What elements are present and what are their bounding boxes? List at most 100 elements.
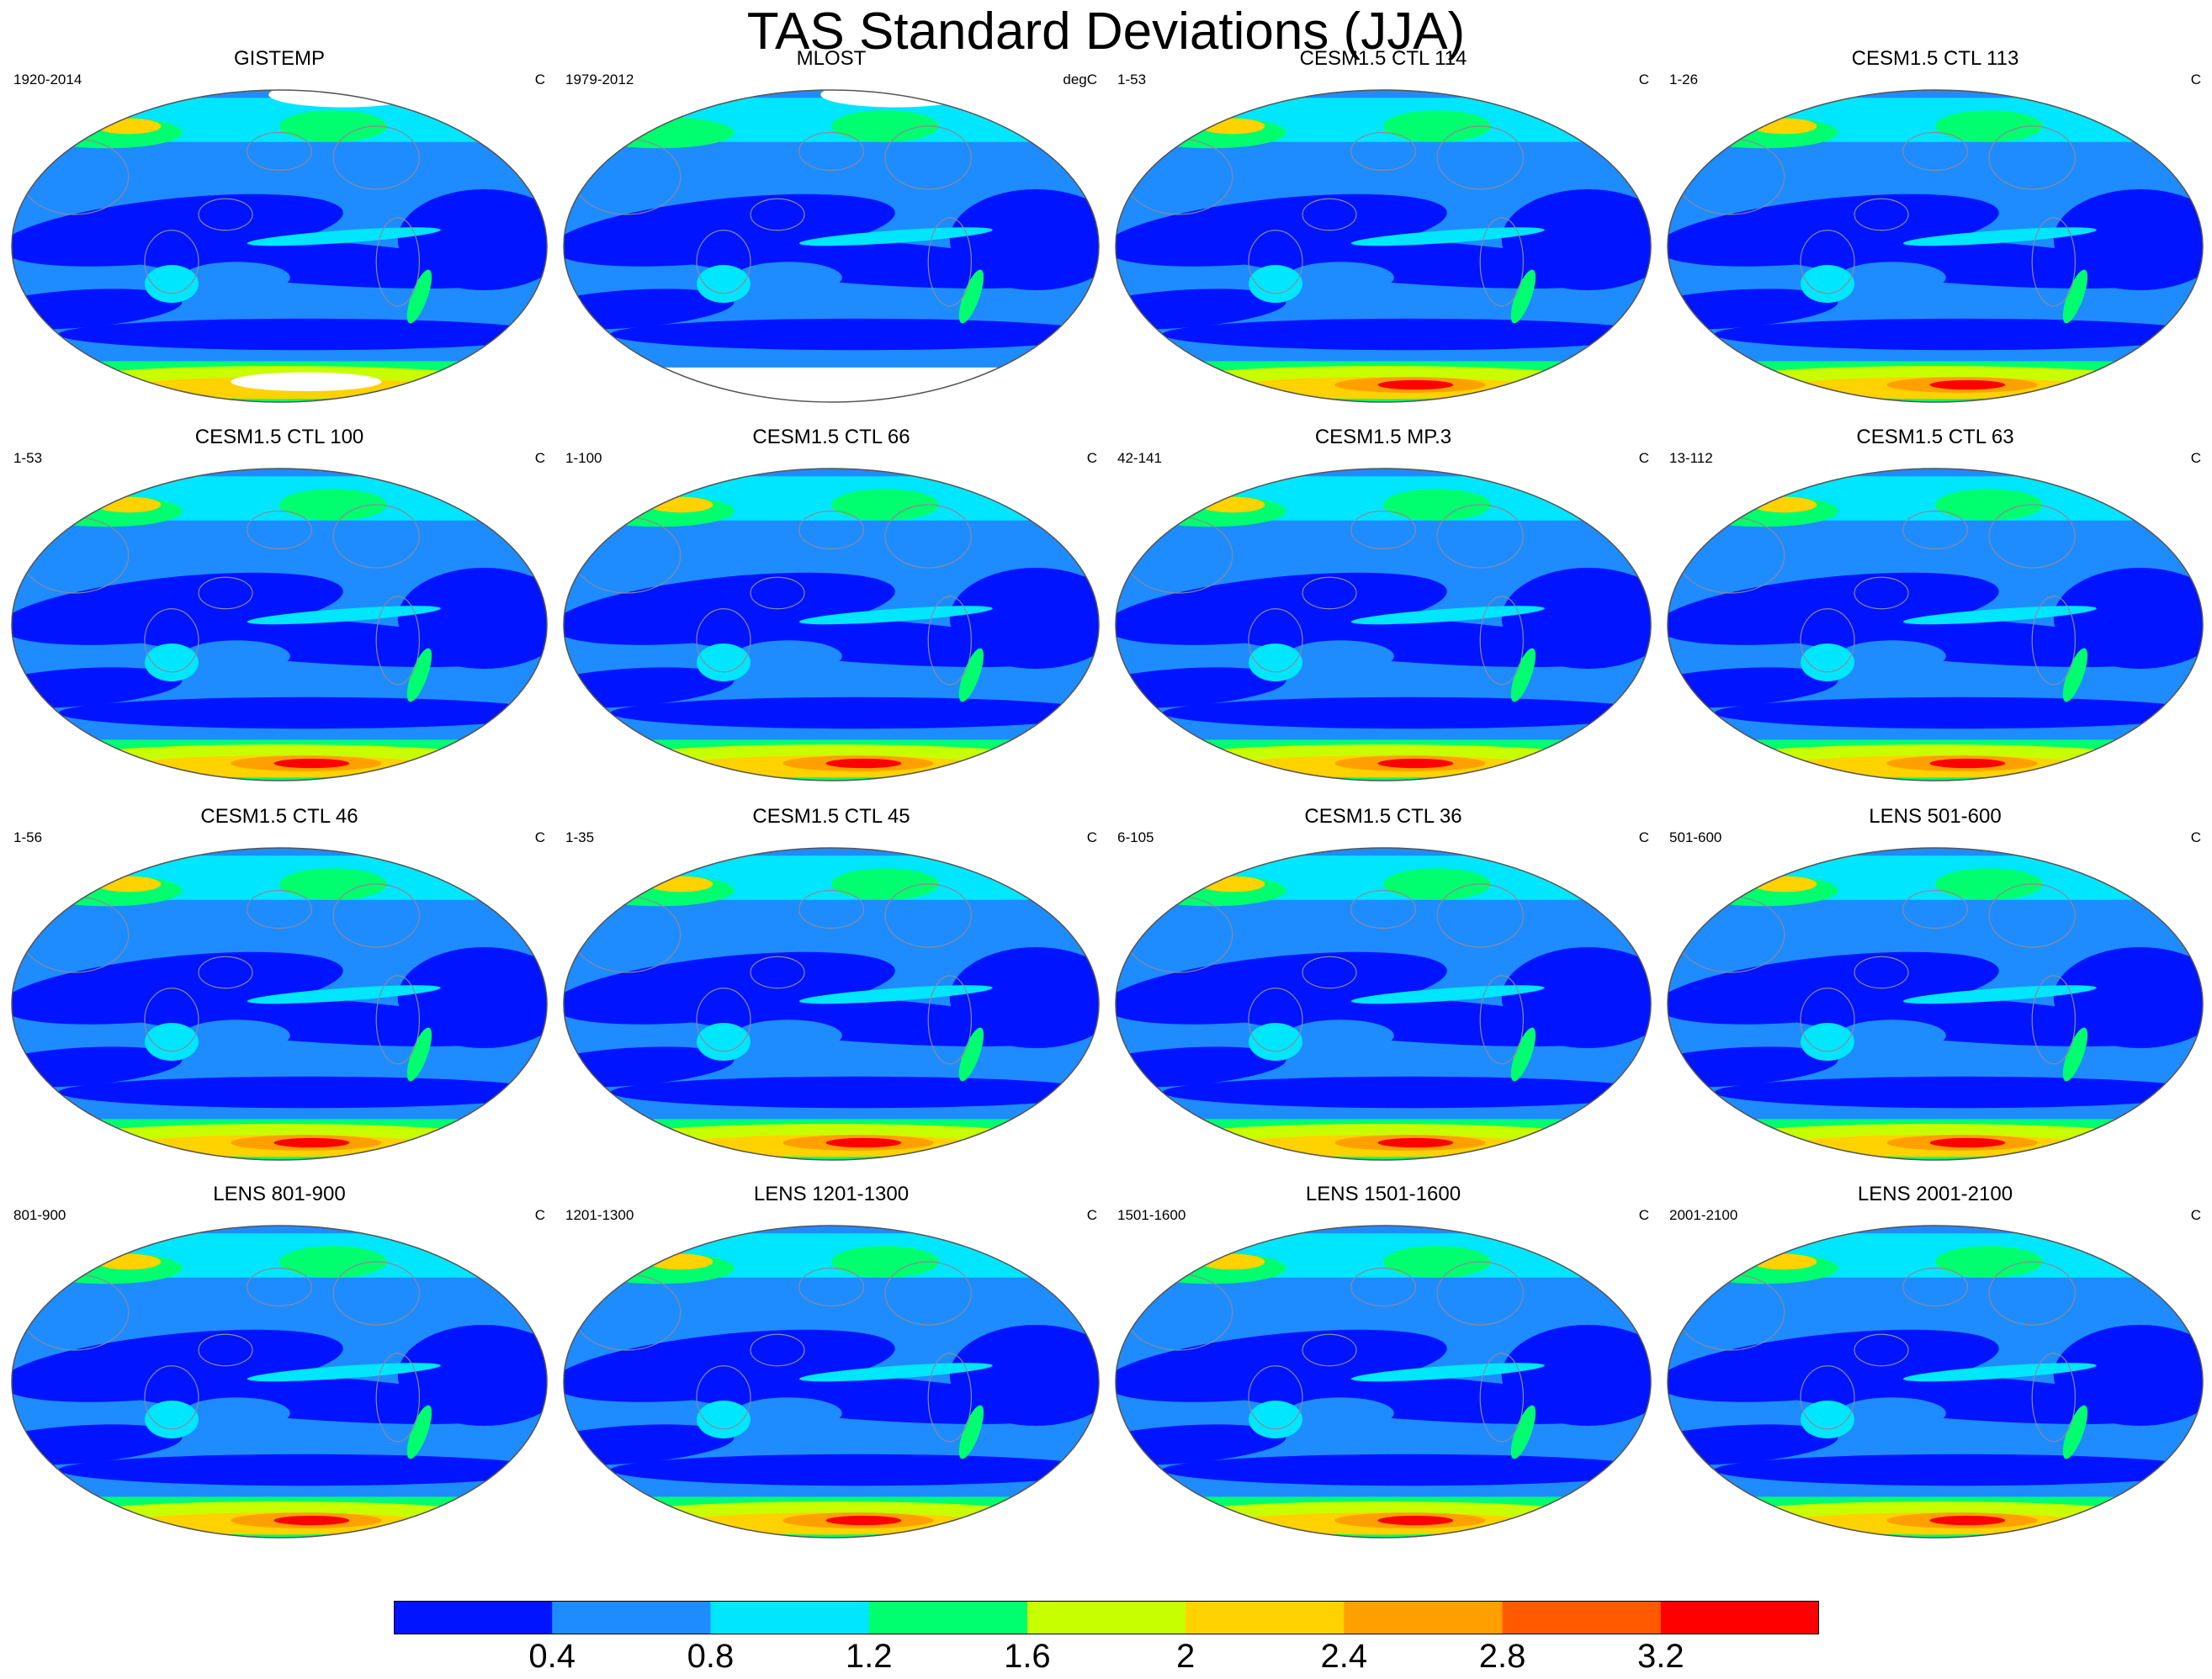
panel-units-label: C (534, 450, 545, 466)
panel-title: CESM1.5 MP.3 (1314, 426, 1452, 448)
panel-title: CESM1.5 CTL 114 (1299, 47, 1467, 70)
colorbar-tick-label: 0.8 (687, 1638, 735, 1675)
robinson-map (11, 847, 548, 1161)
panel-period-label: 501-600 (1669, 829, 1722, 845)
map-panel: CESM1.5 CTL 113 1-26 C (1659, 46, 2211, 408)
colorbar-swatch (710, 1601, 870, 1634)
colorbar-swatch (394, 1601, 553, 1634)
panel-units-label: C (534, 829, 545, 845)
panel-period-label: 1979-2012 (565, 72, 634, 87)
map-panel: CESM1.5 MP.3 42-141 C (1107, 425, 1659, 787)
map-panel: CESM1.5 CTL 45 1-35 C (555, 804, 1107, 1166)
panel-period-label: 1-26 (1669, 72, 1699, 87)
panel-period-label: 42-141 (1117, 450, 1162, 466)
robinson-map (1115, 1225, 1652, 1539)
panel-units-label: C (534, 1207, 545, 1223)
panel-period-label: 6-105 (1117, 829, 1154, 845)
robinson-map (563, 1225, 1100, 1539)
map-panel: LENS 1201-1300 1201-1300 C (555, 1182, 1107, 1544)
colorbar-tick-label: 2.4 (1320, 1638, 1368, 1675)
colorbar-tick-label: 2 (1175, 1638, 1196, 1675)
panel-units-label: C (1086, 829, 1097, 845)
panel-period-label: 1-53 (1117, 72, 1147, 87)
colorbar-swatch (1026, 1601, 1186, 1634)
panel-title: CESM1.5 CTL 45 (752, 805, 910, 828)
colorbar (394, 1601, 1819, 1634)
robinson-map (1115, 89, 1652, 403)
panel-period-label: 1-53 (13, 450, 43, 466)
panel-title: CESM1.5 CTL 113 (1851, 47, 2019, 70)
panel-units-label: C (2190, 450, 2201, 466)
panel-title: LENS 1201-1300 (753, 1183, 910, 1205)
colorbar-swatch (1344, 1601, 1504, 1634)
colorbar-swatch (868, 1601, 1028, 1634)
panel-units-label: C (1638, 829, 1649, 845)
colorbar-labels: 0.4 0.8 1.2 1.6 2 2.4 2.8 3.2 (394, 1636, 1819, 1678)
map-panel: CESM1.5 CTL 114 1-53 C (1107, 46, 1659, 408)
robinson-map (11, 468, 548, 781)
colorbar-swatch (552, 1601, 711, 1634)
panel-title: CESM1.5 CTL 66 (752, 426, 910, 448)
panel-units-label: C (1638, 72, 1649, 87)
robinson-map (1667, 1225, 2204, 1539)
colorbar-swatch (1502, 1601, 1662, 1634)
panel-units-label: C (534, 72, 545, 87)
panel-title: CESM1.5 CTL 100 (194, 426, 364, 448)
map-panel: GISTEMP 1920-2014 C (3, 46, 555, 408)
map-panel: CESM1.5 CTL 66 1-100 C (555, 425, 1107, 787)
panel-period-label: 1-100 (565, 450, 602, 466)
panel-units-label: C (2190, 1207, 2201, 1223)
panel-units-label: C (1638, 450, 1649, 466)
map-panel: LENS 1501-1600 1501-1600 C (1107, 1182, 1659, 1544)
robinson-map (1667, 468, 2204, 781)
robinson-map (11, 89, 548, 403)
robinson-map (563, 89, 1100, 403)
colorbar-tick-label: 2.8 (1478, 1638, 1526, 1675)
robinson-map (1115, 468, 1652, 781)
panel-title: MLOST (796, 47, 867, 70)
panel-period-label: 1201-1300 (565, 1207, 634, 1223)
panel-period-label: 1920-2014 (13, 72, 82, 87)
robinson-map (563, 847, 1100, 1161)
panel-units-label: C (2190, 72, 2201, 87)
panel-title: CESM1.5 CTL 46 (200, 805, 358, 828)
panel-period-label: 801-900 (13, 1207, 66, 1223)
panel-period-label: 1-35 (565, 829, 595, 845)
panel-title: LENS 501-600 (1869, 805, 2002, 828)
panel-units-label: degC (1063, 72, 1097, 87)
panel-units-label: C (1086, 450, 1097, 466)
colorbar-tick-label: 0.4 (528, 1638, 576, 1675)
panel-title: LENS 801-900 (213, 1183, 346, 1205)
robinson-map (563, 468, 1100, 781)
map-panel: LENS 501-600 501-600 C (1659, 804, 2211, 1166)
colorbar-swatch (1186, 1601, 1345, 1634)
panel-title: LENS 2001-2100 (1857, 1183, 2013, 1205)
colorbar-swatch (1660, 1601, 1819, 1634)
figure-title: TAS Standard Deviations (JJA) (746, 3, 1466, 61)
colorbar-tick-label: 1.2 (845, 1638, 893, 1675)
panel-title: LENS 1501-1600 (1305, 1183, 1461, 1205)
panel-period-label: 1-56 (13, 829, 43, 845)
map-panel: LENS 2001-2100 2001-2100 C (1659, 1182, 2211, 1544)
panel-units-label: C (1638, 1207, 1649, 1223)
map-panel: CESM1.5 CTL 36 6-105 C (1107, 804, 1659, 1166)
panel-units-label: C (2190, 829, 2201, 845)
panel-period-label: 1501-1600 (1117, 1207, 1186, 1223)
robinson-map (11, 1225, 548, 1539)
panel-title: GISTEMP (233, 47, 325, 70)
colorbar-tick-label: 3.2 (1636, 1638, 1684, 1675)
map-panel: MLOST 1979-2012 degC (555, 46, 1107, 408)
map-panel: LENS 801-900 801-900 C (3, 1182, 555, 1544)
panel-period-label: 2001-2100 (1669, 1207, 1738, 1223)
panel-units-label: C (1086, 1207, 1097, 1223)
panel-title: CESM1.5 CTL 63 (1856, 426, 2014, 448)
map-panel: CESM1.5 CTL 100 1-53 C (3, 425, 555, 787)
panel-period-label: 13-112 (1669, 450, 1713, 466)
panel-title: CESM1.5 CTL 36 (1304, 805, 1462, 828)
robinson-map (1667, 89, 2204, 403)
robinson-map (1667, 847, 2204, 1161)
colorbar-tick-label: 1.6 (1004, 1638, 1051, 1675)
robinson-map (1115, 847, 1652, 1161)
map-panel: CESM1.5 CTL 63 13-112 C (1659, 425, 2211, 787)
